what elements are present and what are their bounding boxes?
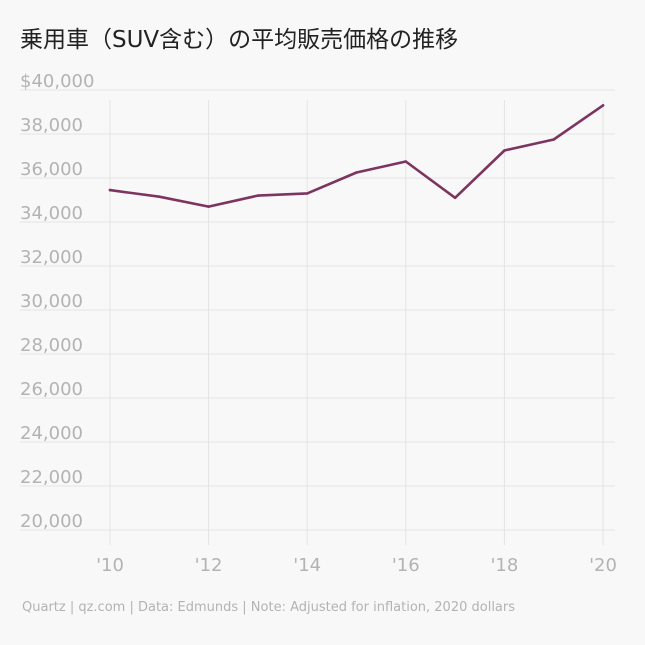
data-point <box>503 149 506 152</box>
source-note: Quartz | qz.com | Data: Edmunds | Note: … <box>22 600 516 615</box>
data-point <box>305 192 309 195</box>
y-tick-label: 22,000 <box>20 467 83 488</box>
x-tick-label: '18 <box>490 555 518 576</box>
data-point <box>601 104 605 107</box>
x-tick-label: '20 <box>589 555 617 576</box>
y-tick-label: 28,000 <box>20 335 83 356</box>
y-tick-label: 24,000 <box>20 423 83 444</box>
x-tick-label: '12 <box>195 555 223 576</box>
y-tick-label: $40,000 <box>20 71 94 92</box>
data-point <box>108 188 112 192</box>
y-tick-label: 20,000 <box>20 511 83 532</box>
x-tick-label: '14 <box>293 555 321 576</box>
y-tick-label: 30,000 <box>20 291 83 312</box>
y-tick-label: 32,000 <box>20 247 83 268</box>
x-tick-label: '16 <box>392 555 420 576</box>
data-point <box>453 196 457 200</box>
data-point <box>158 195 161 198</box>
series-line <box>108 104 605 208</box>
data-point <box>256 194 260 197</box>
y-tick-label: 26,000 <box>20 379 83 400</box>
chart-title: 乗用車（SUV含む）の平均販売価格の推移 <box>20 27 459 53</box>
data-point <box>207 205 210 208</box>
y-tick-label: 38,000 <box>20 115 83 136</box>
x-tick-label: '10 <box>96 555 124 576</box>
y-tick-label: 36,000 <box>20 159 83 180</box>
data-point <box>355 171 358 174</box>
y-tick-label: 34,000 <box>20 203 83 224</box>
data-point <box>552 138 555 141</box>
data-point <box>404 160 408 163</box>
